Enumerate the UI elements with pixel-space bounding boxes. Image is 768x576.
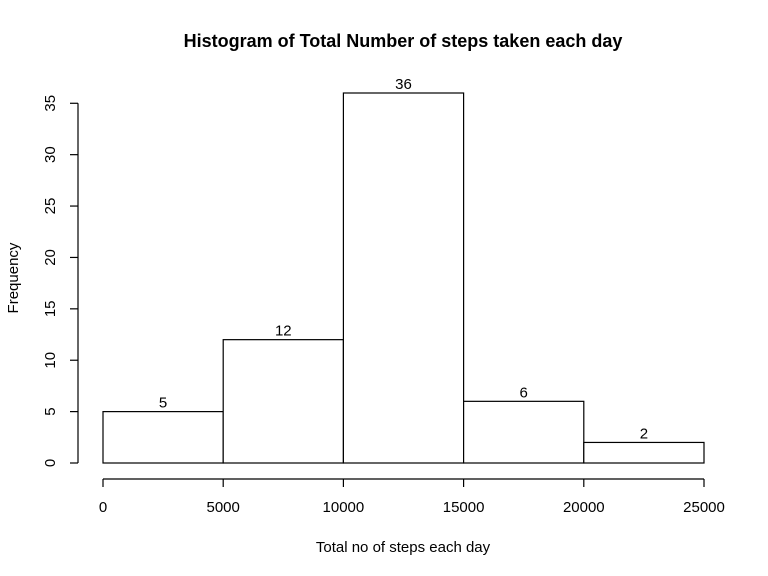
x-tick-label: 15000 (443, 499, 485, 516)
y-axis: 0 5 10 15 20 25 30 35 (42, 95, 79, 467)
y-tick-label: 25 (42, 198, 59, 215)
x-axis-label: Total no of steps each day (316, 539, 491, 556)
histogram-bar (583, 441, 705, 464)
data-labels-group: 5 12 36 6 2 (159, 76, 648, 442)
histogram-bar (463, 400, 585, 464)
bar-count-label: 36 (395, 76, 412, 93)
y-tick-label: 15 (42, 300, 59, 317)
x-tick-label: 25000 (683, 499, 725, 516)
bar-count-label: 6 (520, 384, 528, 401)
bar-count-label: 5 (159, 395, 167, 412)
y-tick-label: 30 (42, 146, 59, 163)
y-tick-label: 20 (42, 249, 59, 266)
histogram-bar (222, 339, 344, 464)
x-axis: 0 5000 10000 15000 20000 25000 (99, 478, 725, 516)
x-tick-label: 10000 (323, 499, 365, 516)
x-tick-label: 20000 (563, 499, 605, 516)
bars-group (102, 92, 705, 464)
chart-title: Histogram of Total Number of steps taken… (184, 31, 623, 51)
bar-count-label: 12 (275, 323, 292, 340)
histogram-bar (102, 411, 224, 464)
y-axis-label: Frequency (5, 242, 22, 313)
y-tick-label: 35 (42, 95, 59, 112)
y-tick-label: 0 (42, 459, 59, 467)
x-tick-label: 5000 (207, 499, 240, 516)
histogram-bar (342, 92, 465, 464)
y-tick-label: 10 (42, 352, 59, 369)
x-tick-label: 0 (99, 499, 107, 516)
y-tick-label: 5 (42, 407, 59, 415)
bar-count-label: 2 (640, 425, 648, 442)
